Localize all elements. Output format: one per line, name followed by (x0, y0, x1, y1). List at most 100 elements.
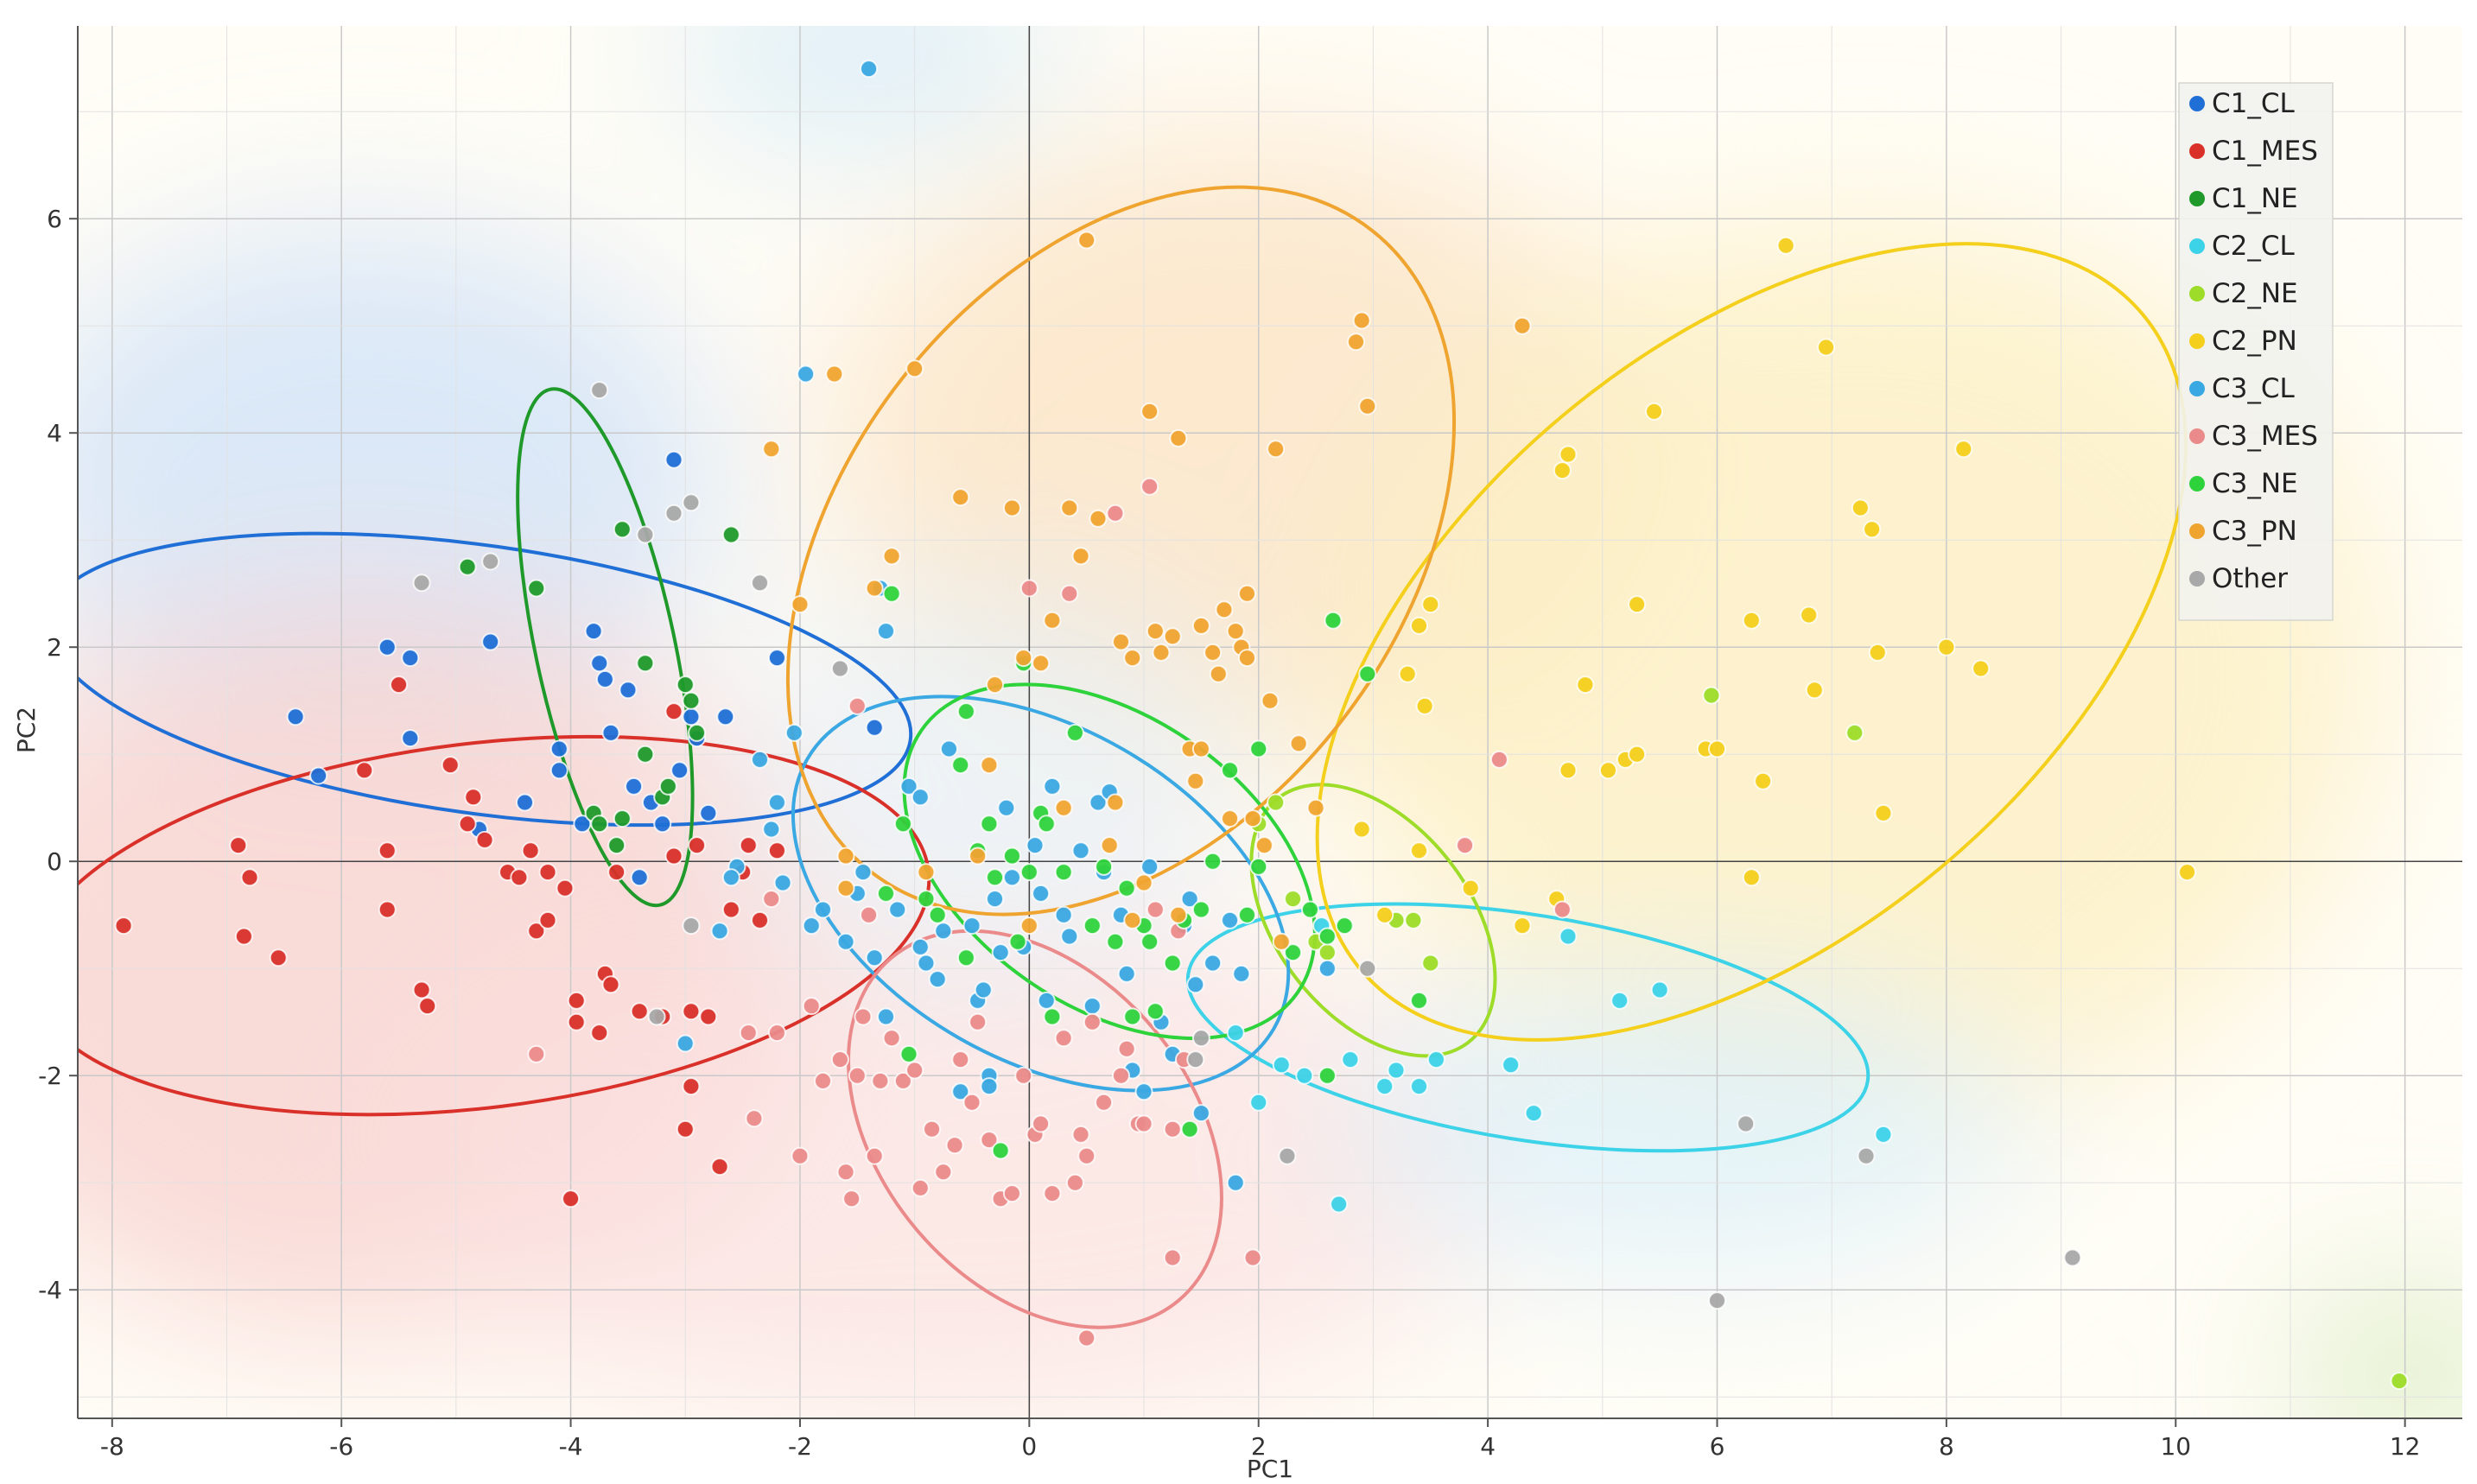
data-point (1140, 402, 1159, 421)
data-point (1089, 509, 1108, 528)
y-tick-label: -2 (38, 1062, 62, 1090)
data-point (991, 1141, 1010, 1160)
data-point (1226, 1173, 1245, 1192)
data-point (1559, 927, 1578, 946)
data-point (1054, 1029, 1073, 1048)
data-point (464, 788, 483, 807)
data-point (1071, 841, 1090, 860)
data-point (682, 1002, 701, 1021)
legend-item: C3_MES (2189, 421, 2318, 452)
data-point (1410, 991, 1428, 1010)
legend-label: C3_MES (2212, 421, 2318, 452)
data-point (1513, 316, 1532, 335)
data-point (1169, 905, 1188, 924)
data-point (676, 1119, 695, 1138)
data-point (974, 980, 993, 999)
x-tick-label: -2 (788, 1432, 812, 1461)
data-point (980, 1131, 999, 1150)
data-point (848, 1066, 867, 1085)
data-point (1306, 798, 1325, 817)
data-point (836, 878, 855, 897)
series-c2-pn (1352, 236, 2197, 935)
data-point (928, 905, 947, 924)
data-point (699, 1007, 718, 1026)
data-point (613, 520, 632, 539)
data-point (567, 991, 586, 1010)
data-point (1043, 1184, 1062, 1203)
data-point (1742, 611, 1761, 630)
data-point (1204, 643, 1223, 662)
data-point (527, 1044, 546, 1063)
legend-item: C1_NE (2189, 183, 2298, 214)
data-point (1043, 1007, 1062, 1026)
data-point (688, 836, 707, 855)
data-point (1318, 1066, 1337, 1085)
data-point (1776, 236, 1795, 255)
data-point (688, 723, 707, 742)
data-point (1140, 932, 1159, 951)
data-point (676, 1034, 695, 1053)
x-tick-label: -8 (100, 1432, 124, 1461)
data-point (1186, 975, 1205, 994)
data-point (860, 60, 879, 79)
series-c3-pn (762, 231, 1532, 951)
data-point (830, 659, 849, 678)
data-point (1002, 1184, 1021, 1203)
data-point (1117, 964, 1136, 983)
data-point (556, 878, 575, 897)
data-point (590, 654, 609, 673)
data-point (951, 1050, 970, 1069)
data-point (1708, 1291, 1726, 1310)
data-point (1330, 1195, 1349, 1214)
data-point (1095, 857, 1114, 876)
data-point (653, 815, 672, 834)
data-point (917, 954, 936, 973)
data-point (751, 910, 770, 929)
data-point (527, 922, 546, 941)
data-point (836, 847, 855, 866)
data-point (1163, 627, 1182, 646)
data-point (1100, 836, 1119, 855)
data-point (951, 1082, 970, 1101)
data-point (1163, 1248, 1182, 1267)
data-point (1043, 611, 1062, 630)
data-point (682, 691, 701, 710)
data-point (390, 675, 409, 694)
legend-marker (2189, 476, 2205, 491)
data-point (1204, 852, 1223, 871)
legend-marker (2189, 286, 2205, 301)
data-point (1254, 836, 1273, 855)
legend-item: C2_CL (2189, 231, 2296, 262)
data-point (1083, 997, 1102, 1016)
data-point (934, 922, 953, 941)
data-point (1008, 932, 1027, 951)
data-point (1152, 643, 1171, 662)
data-point (1191, 1104, 1210, 1123)
data-point (1077, 231, 1096, 250)
data-point (1702, 686, 1721, 705)
legend-item: C1_MES (2189, 136, 2318, 167)
data-point (1868, 643, 1887, 662)
legend-label: C3_NE (2212, 468, 2298, 499)
data-point (401, 649, 420, 668)
data-point (647, 1007, 666, 1026)
data-point (1410, 841, 1428, 860)
data-point (1249, 739, 1268, 758)
data-point (1169, 428, 1188, 447)
data-point (876, 884, 895, 903)
data-point (710, 922, 729, 941)
data-point (412, 980, 431, 999)
data-point (1186, 1050, 1205, 1069)
data-point (934, 1163, 953, 1182)
data-point (1037, 815, 1056, 834)
data-point (1324, 611, 1343, 630)
data-point (1032, 884, 1051, 903)
data-point (882, 547, 901, 566)
data-point (1180, 1119, 1199, 1138)
data-point (1221, 910, 1240, 929)
data-point (1559, 761, 1578, 780)
data-point (991, 943, 1010, 962)
data-point (1134, 873, 1153, 892)
data-point (1083, 1012, 1102, 1031)
